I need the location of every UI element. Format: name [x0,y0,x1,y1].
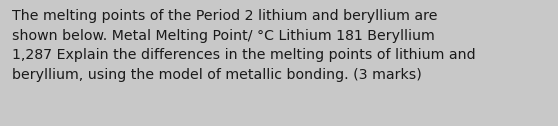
Text: The melting points of the Period 2 lithium and beryllium are
shown below. Metal : The melting points of the Period 2 lithi… [12,9,476,82]
